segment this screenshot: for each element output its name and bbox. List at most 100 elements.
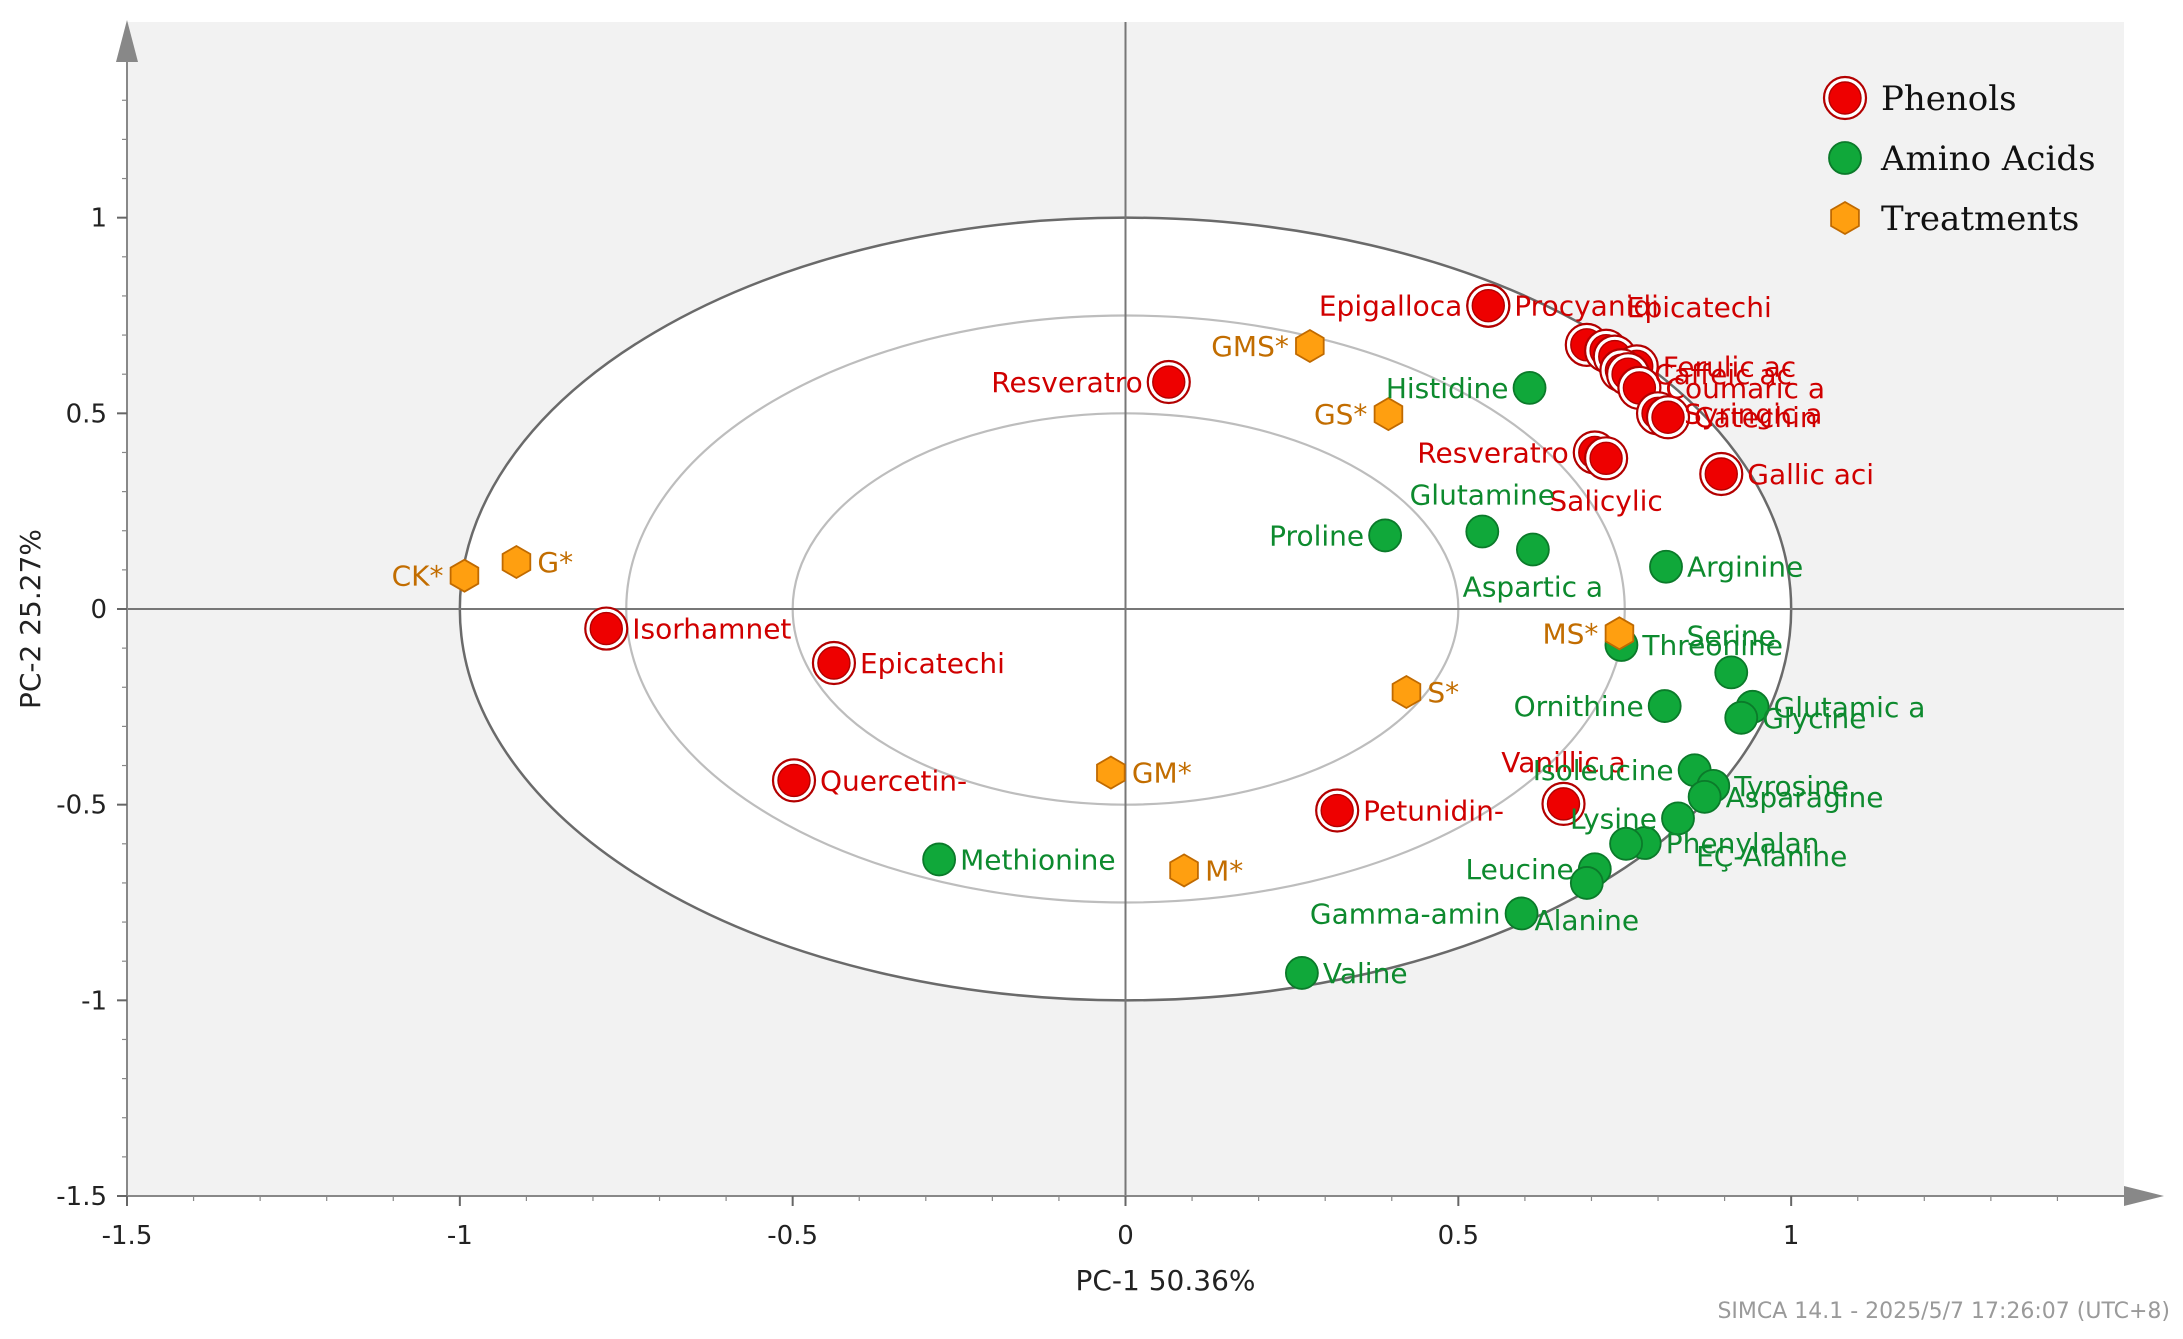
- phenol-marker-core: [817, 646, 851, 680]
- labels-layer: Epigalloca Procyanidi Resveratro Epicatechi…: [392, 290, 1926, 990]
- treatments-label: G*: [537, 546, 573, 579]
- phenols-label: Salicylic: [1549, 484, 1662, 517]
- phenol-marker-core: [589, 611, 623, 646]
- treatments-point: [1604, 616, 1635, 651]
- y-tick-label: -1: [81, 986, 107, 1016]
- phenols-point: [1699, 451, 1744, 497]
- phenols-point: [771, 758, 817, 803]
- treatments-point: [1295, 328, 1325, 364]
- amino-acids-point: [1687, 779, 1722, 814]
- y-axis-title: PC-2 25.27%: [14, 529, 47, 709]
- phenol-marker-core: [777, 763, 811, 798]
- legend: Phenols Amino Acids Treatments: [1822, 75, 2096, 239]
- phenols-label: Epicatechi: [1627, 291, 1772, 324]
- phenols-point: [1541, 781, 1586, 826]
- treatments-point: [1391, 674, 1422, 710]
- data-points: Epigalloca Procyanidi Resveratro Epicatechi…: [392, 283, 1926, 990]
- y-tick-label: -1.5: [56, 1182, 107, 1212]
- phenols-point: [1315, 788, 1360, 833]
- axes: -1.5 -1 -0.5 0 0.5 1 -1.5 -1 -0.5 0 0.5 1 PC-1 50.36…: [14, 20, 2164, 1297]
- amino-acids-point: [1661, 801, 1695, 836]
- amino-acids-label: Arginine: [1687, 551, 1803, 584]
- amino-acids-point: [1649, 549, 1683, 584]
- amino-acids-label: Tyrosine: [1733, 770, 1849, 803]
- legend-marker: [1830, 200, 1860, 236]
- y-tick-label: 0.5: [66, 399, 107, 429]
- y-tick-label: -0.5: [56, 791, 107, 821]
- legend-entry: Phenols: [1822, 75, 2017, 121]
- legend-label: Phenols: [1881, 79, 2017, 119]
- phenols-point: [811, 640, 857, 686]
- phenol-marker-core: [1152, 365, 1186, 399]
- phenols-label: Epicatechi: [860, 647, 1005, 680]
- amino-acids-point: [1515, 532, 1550, 567]
- phenol-marker-core: [1828, 81, 1862, 115]
- legend-label: Treatments: [1881, 199, 2079, 239]
- amino-acids-label: Ornithine: [1514, 690, 1644, 723]
- treatments-label: M*: [1205, 854, 1243, 887]
- phenols-point: [1466, 283, 1511, 328]
- treatments-label: CK*: [392, 560, 444, 593]
- x-tick-label: -1.5: [102, 1221, 153, 1251]
- y-axis-arrow: [116, 20, 138, 62]
- phenols-label: Syringic a: [1684, 397, 1822, 430]
- amino-acids-label: Glutamine: [1410, 479, 1555, 512]
- x-tick-label: 0.5: [1438, 1221, 1479, 1251]
- markers-layer: [449, 283, 1770, 990]
- amino-acids-label: Threonine: [1641, 629, 1783, 662]
- phenols-label: Catechin: [1694, 401, 1818, 434]
- phenols-label: Petunidin-: [1363, 795, 1504, 828]
- x-axis-title: PC-1 50.36%: [1075, 1264, 1255, 1297]
- phenol-marker-core: [1704, 457, 1738, 491]
- phenols-point: [1146, 359, 1191, 405]
- phenols-label: Gallic aci: [1747, 458, 1874, 491]
- legend-marker: [1822, 75, 1868, 121]
- phenols-label: Vanillic a: [1501, 746, 1625, 779]
- phenol-marker-core: [1589, 441, 1623, 476]
- legend-entry: Treatments: [1830, 199, 2079, 239]
- amino-acids-label: Proline: [1269, 519, 1364, 552]
- x-tick-label: -0.5: [767, 1221, 818, 1251]
- phenols-label: Procyanidi: [1514, 290, 1659, 323]
- treatments-point: [1373, 397, 1404, 432]
- amino-acids-point: [1504, 896, 1539, 931]
- treatments-point: [1096, 755, 1126, 790]
- amino-acids-label: Valine: [1323, 957, 1408, 990]
- x-axis-arrow: [2124, 1186, 2164, 1206]
- amino-acids-label: Serine: [1687, 619, 1776, 652]
- phenols-label: Isorhamnet: [632, 613, 791, 646]
- x-tick-label: 0: [1117, 1221, 1134, 1251]
- amino-acids-label: Gamma-amin: [1310, 897, 1501, 930]
- phenols-point: [1584, 436, 1629, 481]
- treatments-label: GMS*: [1211, 330, 1289, 363]
- phenol-marker-core: [1546, 787, 1581, 821]
- legend-label: Amino Acids: [1880, 139, 2096, 179]
- treatments-label: GM*: [1132, 757, 1192, 790]
- phenol-marker-core: [1651, 400, 1685, 434]
- amino-acids-point: [1609, 826, 1643, 861]
- x-tick-label: -1: [447, 1221, 473, 1251]
- amino-acids-point: [1465, 514, 1500, 549]
- amino-acids-label: Lysine: [1570, 802, 1657, 835]
- amino-acids-label: Aspartic a: [1463, 571, 1603, 604]
- amino-acids-label: Leucine: [1466, 853, 1574, 886]
- phenols-label: Ferulic ac: [1663, 350, 1796, 383]
- amino-acids-point: [1285, 956, 1319, 990]
- amino-acids-label: Alanine: [1535, 904, 1640, 937]
- amino-acids-point: [1512, 370, 1547, 405]
- phenols-label: Resveratro: [991, 366, 1142, 399]
- amino-acids-label: EÇ-Alanine: [1696, 840, 1847, 873]
- amino-acids-point: [1714, 655, 1749, 690]
- phenols-label: Resveratro: [1417, 436, 1568, 469]
- amino-acids-label: Phenylalan: [1666, 827, 1820, 860]
- phenols-label: Epigalloca: [1319, 290, 1462, 323]
- phenol-marker-core: [1320, 793, 1354, 828]
- y-tick-label: 0: [90, 595, 107, 625]
- amino-acids-point: [1368, 518, 1403, 553]
- amino-acids-point: [1569, 866, 1604, 900]
- phenols-label: Quercetin-: [820, 764, 967, 797]
- phenols-point: [1645, 395, 1691, 440]
- amino-acids-label: Isoleucine: [1533, 754, 1674, 787]
